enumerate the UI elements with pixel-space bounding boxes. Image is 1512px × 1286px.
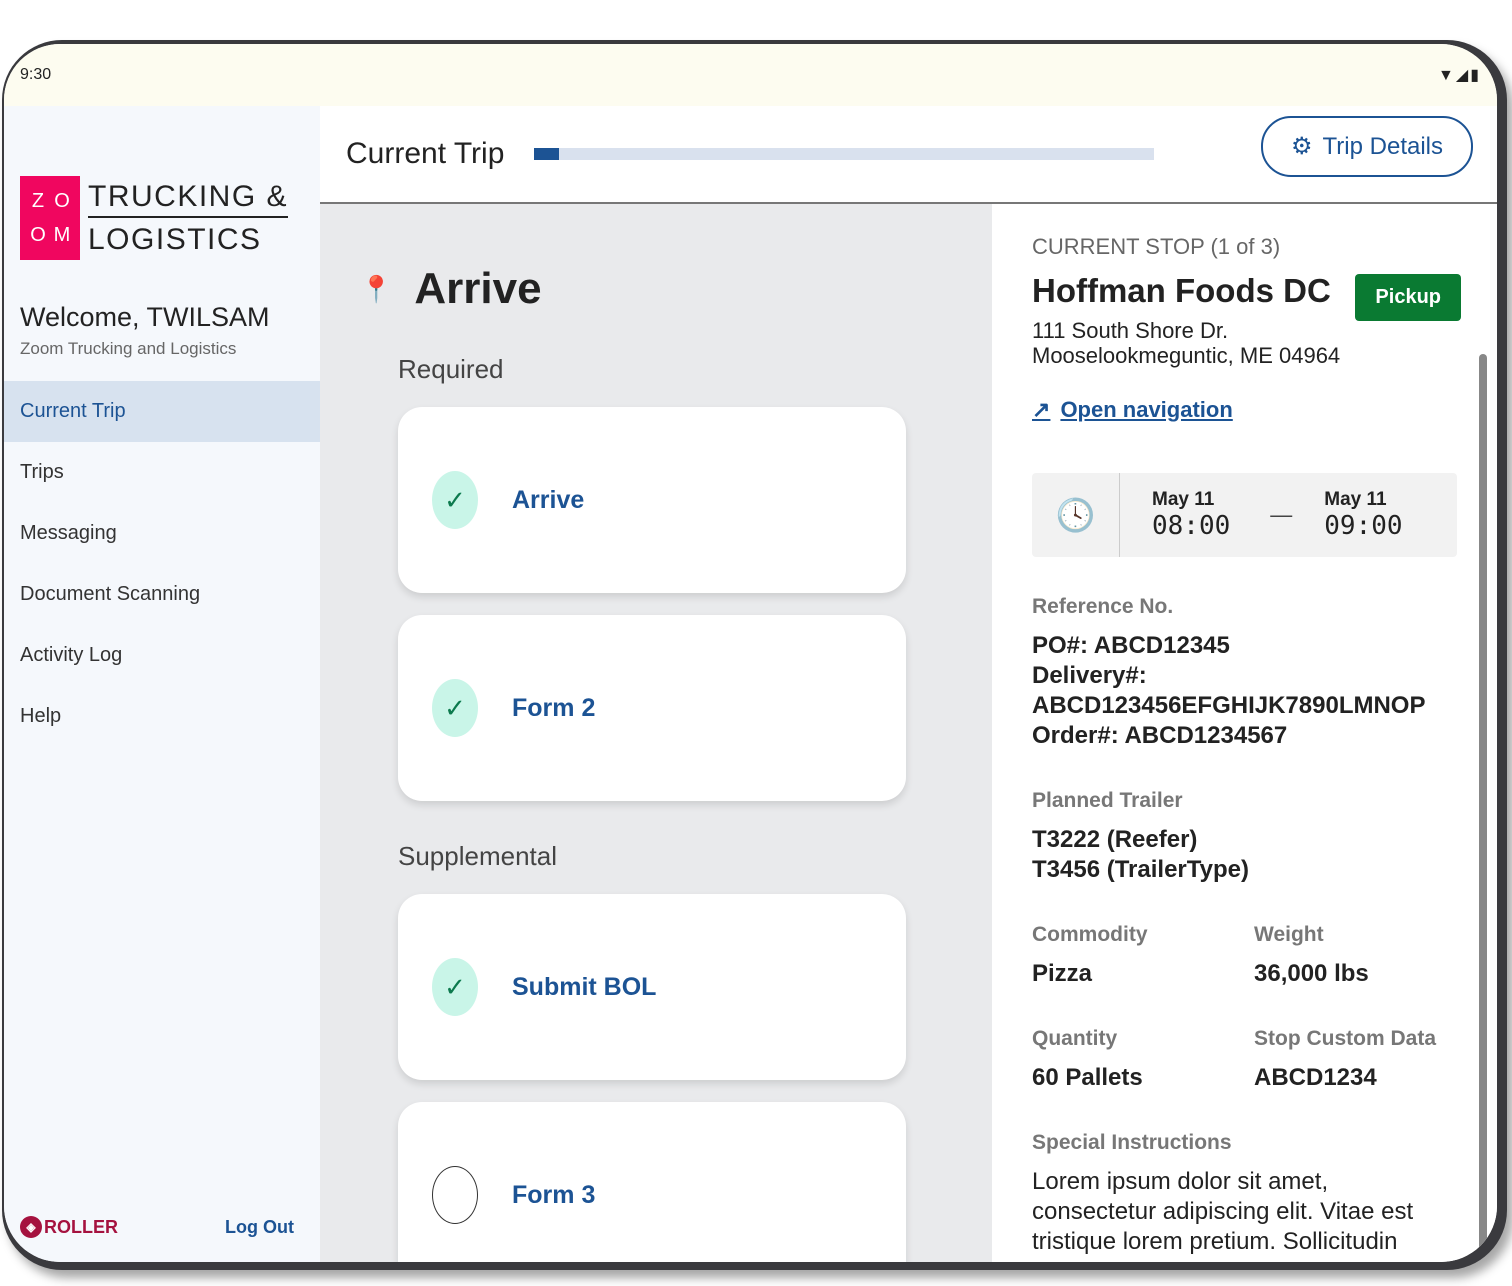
tablet-frame: 9:30 ▼◢▮ Z O O M TRUCKING & LOGISTICS We… [2,40,1507,1270]
quantity-label: Quantity [1032,1026,1118,1050]
trailer-2: T3456 (TrailerType) [1032,855,1249,883]
task-label: Submit BOL [512,972,657,1001]
weight-label: Weight [1254,922,1324,946]
logo-letter: Z [31,189,45,212]
task-label: Form 3 [512,1180,596,1209]
screen: 9:30 ▼◢▮ Z O O M TRUCKING & LOGISTICS We… [4,44,1497,1262]
custom-data-value: ABCD1234 [1254,1063,1377,1091]
address-line2: Mooselookmeguntic, ME 04964 [1032,343,1341,369]
tasks-panel: 📍 Arrive Required ✓ Arrive ✓ Form 2 Supplem… [320,204,992,1262]
roller-icon: ◈ [20,1216,42,1238]
address-line1: 111 South Shore Dr. [1032,318,1229,343]
stop-details-panel: CURRENT STOP (1 of 3) Hoffman Foods DC P… [992,204,1497,1262]
end-date: May 11 [1324,488,1387,510]
empty-circle-icon [432,1166,478,1224]
task-card[interactable]: ✓ Arrive [398,407,906,593]
start-date: May 11 [1152,488,1215,510]
sidebar: Z O O M TRUCKING & LOGISTICS Welcome, TW… [4,106,320,1262]
sidebar-item-trips[interactable]: Trips [20,461,64,483]
po-number: PO#: ABCD12345 [1032,631,1230,659]
instructions-label: Special Instructions [1032,1130,1232,1154]
logo-line2: LOGISTICS [88,223,262,256]
stop-name: Hoffman Foods DC [1032,272,1331,309]
logo-letter: O [54,189,70,212]
task-card[interactable]: Form 3 [398,1102,906,1262]
trailer-label: Planned Trailer [1032,788,1183,812]
delivery-label: Delivery#: [1032,661,1147,689]
company-name: Zoom Trucking and Logistics [20,339,237,358]
welcome-text: Welcome, TWILSAM [20,302,270,332]
delivery-number: ABCD123456EFGHIJK7890LMNOP [1032,691,1426,719]
start-time: May 11 08:00 [1152,489,1230,541]
logo-text: TRUCKING & LOGISTICS [88,180,289,256]
trip-details-button[interactable]: ⚙ Trip Details [1261,116,1473,177]
logo-mark: Z O O M [20,176,80,260]
logo-letter: O [30,223,46,246]
header: Current Trip ⚙ Trip Details [320,106,1497,204]
reference-label: Reference No. [1032,594,1174,618]
quantity-value: 60 Pallets [1032,1063,1143,1091]
sidebar-item-current-trip[interactable]: Current Trip [4,381,320,442]
time-window: 🕓 May 11 08:00 — May 11 09:00 [1032,472,1457,557]
open-navigation-link[interactable]: ↗ Open navigation [1032,397,1457,423]
supplemental-heading: Supplemental [398,841,557,871]
current-stop-heading: CURRENT STOP (1 of 3) [1032,234,1281,259]
start-time-value: 08:00 [1152,510,1231,541]
end-time-value: 09:00 [1324,510,1403,541]
sidebar-item-messaging[interactable]: Messaging [20,522,117,544]
trailer-1: T3222 (Reefer) [1032,825,1198,853]
weight-value: 36,000 lbs [1254,959,1369,987]
task-label: Form 2 [512,693,596,722]
logo-line1: TRUCKING & [88,180,289,218]
open-navigation-label: Open navigation [1060,396,1233,422]
task-label: Arrive [512,485,585,514]
task-card[interactable]: ✓ Submit BOL [398,894,906,1080]
gear-icon: ⚙ [1291,133,1313,160]
instructions-text: Lorem ipsum dolor sit amet, consectetur … [1032,1167,1414,1255]
end-time: May 11 09:00 [1324,489,1402,541]
sidebar-footer: ◈ ROLLER Log Out [20,1216,294,1238]
sidebar-nav: Current Trip Trips Messaging Document Sc… [4,381,320,747]
pickup-badge: Pickup [1355,274,1461,321]
clock-icon: 🕓 [1032,472,1120,557]
cargo-grid: Commodity Pizza Weight 36,000 lbs Quantity… [1032,885,1457,1093]
custom-data-label: Stop Custom Data [1254,1026,1437,1050]
stage-title-text: Arrive [414,264,542,313]
status-bar: 9:30 ▼◢▮ [4,44,1497,106]
sidebar-item-help[interactable]: Help [20,705,62,727]
scrollbar[interactable] [1479,354,1487,1262]
commodity-value: Pizza [1032,959,1093,987]
check-icon: ✓ [432,679,478,737]
stage-title: 📍 Arrive [360,264,992,314]
roller-text: ROLLER [44,1216,118,1237]
commodity-label: Commodity [1032,922,1148,946]
location-pin-icon: 📍 [360,273,393,304]
status-time: 9:30 [20,66,52,83]
trip-progress-bar [534,148,1155,160]
required-heading: Required [398,354,504,384]
trailer-values: T3222 (Reefer) T3456 (TrailerType) [1032,825,1457,885]
stop-address: 111 South Shore Dr. Mooselookmeguntic, ME… [1032,318,1457,369]
roller-logo: ◈ ROLLER [20,1216,118,1238]
logout-link[interactable]: Log Out [225,1216,294,1237]
signal-battery-icon: ▼◢▮ [1438,67,1481,84]
order-number: Order#: ABCD1234567 [1032,721,1288,749]
task-card[interactable]: ✓ Form 2 [398,615,906,801]
page-title: Current Trip [346,137,505,170]
check-icon: ✓ [432,958,478,1016]
check-icon: ✓ [432,471,478,529]
progress-fill [534,148,560,160]
reference-values: PO#: ABCD12345 Delivery#: ABCD123456EFGH… [1032,631,1457,751]
trip-details-label: Trip Details [1322,132,1443,160]
sidebar-item-activity-log[interactable]: Activity Log [20,644,123,666]
range-dash: — [1270,501,1293,527]
sidebar-item-document-scanning[interactable]: Document Scanning [20,583,201,605]
external-link-icon: ↗ [1032,396,1051,422]
logo-letter: M [53,223,71,246]
logo: Z O O M TRUCKING & LOGISTICS [20,176,320,260]
